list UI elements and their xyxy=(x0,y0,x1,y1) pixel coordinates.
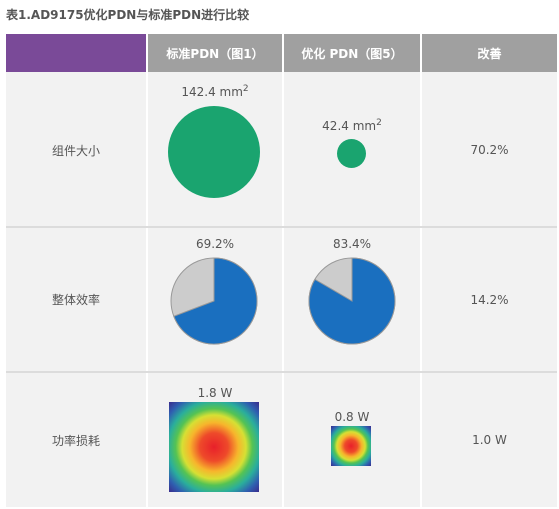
optimized-power-loss-value: 0.8 W xyxy=(334,410,370,424)
table-title: 表1.AD9175优化PDN与标准PDN进行比较 xyxy=(6,8,250,22)
optimized-size-value: 42.4 mm2 xyxy=(322,118,382,133)
optimized-size-circle xyxy=(337,139,366,168)
column-divider xyxy=(146,34,148,507)
standard-efficiency-value: 69.2% xyxy=(195,237,235,251)
improvement-efficiency: 14.2% xyxy=(470,292,509,307)
row-label-efficiency: 整体效率 xyxy=(51,293,100,307)
standard-size-circle xyxy=(168,106,260,198)
header-corner xyxy=(6,34,146,72)
column-divider xyxy=(420,34,422,507)
optimized-efficiency-value: 83.4% xyxy=(332,237,372,251)
standard-size-value: 142.4 mm2 xyxy=(181,84,249,99)
improvement-power-loss: 1.0 W xyxy=(472,433,507,447)
column-divider xyxy=(282,34,284,507)
standard-efficiency-pie xyxy=(170,257,258,345)
pie-efficiency-slice xyxy=(308,257,396,345)
header-standard-pdn: 标准PDN（图1） xyxy=(148,34,282,72)
header-improvement: 改善 xyxy=(422,34,557,72)
comparison-table: 标准PDN（图1） 优化 PDN（图5） 改善 组件大小 142.4 mm2 4… xyxy=(6,34,557,507)
pie-efficiency-slice xyxy=(173,257,258,345)
improvement-size: 70.2% xyxy=(470,143,509,157)
row-label-component-size: 组件大小 xyxy=(51,143,100,158)
row-divider xyxy=(6,226,557,228)
header-optimized-pdn: 优化 PDN（图5） xyxy=(284,34,420,72)
row-divider xyxy=(6,371,557,373)
optimized-heatmap-icon xyxy=(331,426,371,466)
standard-power-loss-value: 1.8 W xyxy=(197,386,233,400)
optimized-efficiency-pie xyxy=(308,257,396,345)
standard-heatmap-icon xyxy=(169,402,259,492)
row-label-power-loss: 功率损耗 xyxy=(51,433,100,448)
